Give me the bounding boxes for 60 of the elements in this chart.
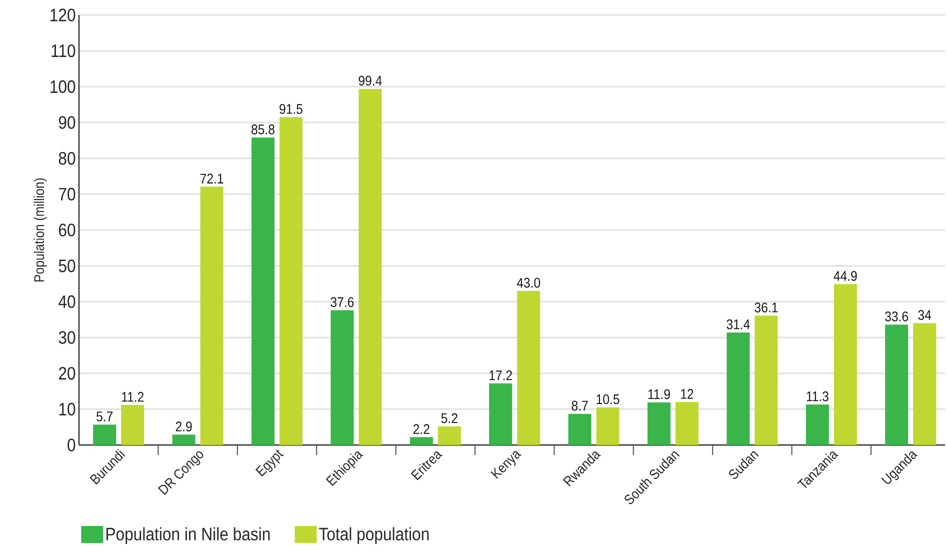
y-tick-label: 40 <box>58 295 76 308</box>
legend-label: Total population <box>319 527 429 544</box>
y-tick-label: 20 <box>58 366 76 380</box>
data-label: 5.2 <box>441 413 458 424</box>
data-label: 37.6 <box>330 297 354 308</box>
data-label: 8.7 <box>572 400 588 411</box>
data-label: 33.6 <box>885 311 908 322</box>
y-tick-label: 10 <box>59 402 76 416</box>
y-tick-label: 110 <box>52 44 76 58</box>
data-label: 85.8 <box>252 124 274 134</box>
bar <box>517 290 540 445</box>
y-tick-label: 0 <box>68 438 76 452</box>
data-label: 11.3 <box>806 391 828 402</box>
bar <box>330 310 354 445</box>
bar <box>834 284 857 445</box>
legend-label: Population in Nile basin <box>106 527 270 544</box>
bar <box>93 424 116 445</box>
data-label: 44.9 <box>834 270 857 281</box>
y-tick-label: 100 <box>50 80 76 94</box>
y-tick-label: 80 <box>58 152 76 165</box>
bar <box>754 316 778 445</box>
data-label: 11.2 <box>122 392 144 402</box>
bar <box>568 414 592 445</box>
bar <box>172 434 196 445</box>
data-label: 5.7 <box>96 412 113 422</box>
data-label: 17.2 <box>490 370 512 380</box>
bar <box>489 383 512 445</box>
y-tick-label: 60 <box>58 224 76 236</box>
y-tick-label: 30 <box>58 331 76 344</box>
bar <box>280 117 303 445</box>
bar <box>438 426 461 445</box>
bar <box>885 324 908 445</box>
bar <box>200 186 224 445</box>
bar <box>913 323 936 445</box>
y-axis-title: Population (million) <box>34 178 47 282</box>
data-label: 43.0 <box>516 278 540 288</box>
bar <box>726 332 750 445</box>
bar <box>596 407 620 445</box>
data-label: 91.5 <box>280 104 302 114</box>
data-label: 2.2 <box>413 424 430 434</box>
bar <box>806 404 829 445</box>
bar <box>410 437 433 445</box>
data-label: 36.1 <box>754 302 778 312</box>
data-label: 10.5 <box>596 394 620 404</box>
bar <box>121 404 144 445</box>
y-tick-label: 90 <box>58 116 76 129</box>
bar <box>252 138 275 445</box>
y-tick-label: 120 <box>50 8 76 22</box>
data-label: 2.9 <box>176 421 192 432</box>
bar <box>648 402 671 445</box>
data-label: 99.4 <box>358 76 382 86</box>
bar <box>676 402 699 445</box>
data-label: 12 <box>681 389 694 399</box>
data-label: 31.4 <box>726 319 750 330</box>
bar <box>358 88 382 445</box>
data-label: 11.9 <box>648 389 670 400</box>
y-tick-label: 50 <box>58 259 76 272</box>
y-tick-label: 70 <box>58 188 76 201</box>
data-label: 34 <box>918 310 932 320</box>
data-label: 72.1 <box>200 174 224 184</box>
